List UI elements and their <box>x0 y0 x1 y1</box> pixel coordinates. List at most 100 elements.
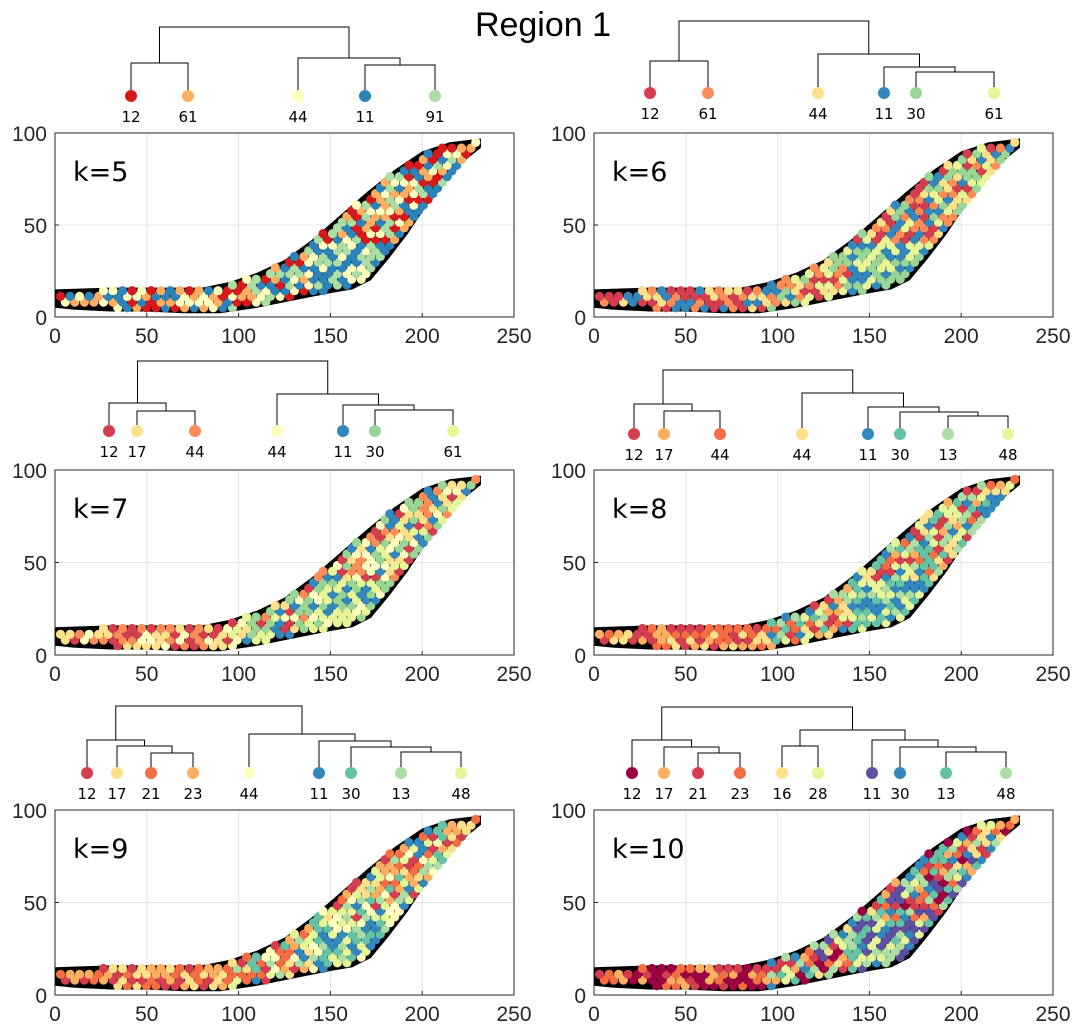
spot <box>438 481 447 490</box>
spot <box>147 624 156 633</box>
spot <box>252 613 261 622</box>
spot <box>128 286 137 295</box>
spot <box>595 970 604 979</box>
spot <box>752 624 761 633</box>
leaf-dot <box>189 425 201 437</box>
spot <box>614 630 623 639</box>
spot <box>290 930 299 939</box>
leaf-dot <box>125 90 137 102</box>
leaf-dot <box>692 767 704 779</box>
panel-label: k=9 <box>73 834 128 865</box>
spot <box>724 964 733 973</box>
leaf-label: 30 <box>365 443 384 461</box>
spot <box>1010 138 1019 147</box>
spot <box>595 292 604 301</box>
spot <box>447 821 456 830</box>
dendrogram-link <box>802 393 904 428</box>
y-tick-label: 0 <box>35 985 47 1008</box>
dendrogram: 12 61 44 11 91 <box>121 27 444 126</box>
leaf-label: 11 <box>874 105 893 123</box>
x-tick-label: 250 <box>496 325 531 348</box>
spot <box>638 624 647 633</box>
spot <box>705 964 714 973</box>
spot <box>242 953 251 962</box>
y-tick-label: 0 <box>574 985 586 1008</box>
spot <box>271 263 280 272</box>
spot <box>743 286 752 295</box>
spot <box>858 907 867 916</box>
y-tick-label: 100 <box>551 123 586 146</box>
leaf-label: 21 <box>688 785 707 803</box>
spot <box>404 838 413 847</box>
dendrogram-link <box>319 741 391 767</box>
leaf-label: 48 <box>998 446 1017 464</box>
x-tick-label: 100 <box>221 325 256 348</box>
leaf-label: 17 <box>107 785 126 803</box>
dendrogram-link <box>884 67 955 87</box>
spot <box>686 286 695 295</box>
leaf-dot <box>313 767 325 779</box>
spot <box>733 286 742 295</box>
leaf-label: 11 <box>862 785 881 803</box>
dendrogram-link <box>401 752 461 767</box>
x-tick-label: 200 <box>944 663 979 686</box>
spot <box>85 292 94 301</box>
x-tick-label: 100 <box>221 663 256 686</box>
leaf-dot <box>447 425 459 437</box>
y-tick-label: 50 <box>563 893 586 916</box>
spot <box>424 826 433 835</box>
x-tick-label: 200 <box>405 663 440 686</box>
leaf-label: 48 <box>996 785 1015 803</box>
leaf-label: 17 <box>127 443 146 461</box>
leaf-label: 13 <box>938 446 957 464</box>
spot <box>447 144 456 153</box>
panel-label: k=5 <box>73 157 128 188</box>
dendrogram: 12 17 44 44 11 30 61 <box>99 361 462 461</box>
leaf-dot <box>628 428 640 440</box>
spot <box>242 613 251 622</box>
x-tick-label: 250 <box>1035 663 1070 686</box>
dendrogram-link <box>948 416 1008 428</box>
spot <box>733 964 742 973</box>
dendrogram-link <box>662 707 853 740</box>
x-tick-label: 0 <box>49 325 61 348</box>
chart-panel: 0 50 100 150 200 250 0 50 100 k=5 12 61 44 11 91 <box>12 27 532 348</box>
spot <box>252 953 261 962</box>
leaf-dot <box>131 425 143 437</box>
leaf-dot <box>776 767 788 779</box>
spot <box>185 964 194 973</box>
x-tick-label: 0 <box>49 663 61 686</box>
leaf-dot <box>866 767 878 779</box>
leaf-label: 11 <box>333 443 352 461</box>
dendrogram-link <box>116 706 302 740</box>
dendrogram-link <box>343 405 414 425</box>
spot <box>791 275 800 284</box>
leaf-label: 23 <box>730 785 749 803</box>
leaf-label: 16 <box>772 785 791 803</box>
leaf-label: 13 <box>936 785 955 803</box>
spot <box>438 821 447 830</box>
x-tick-label: 0 <box>49 1003 61 1026</box>
x-tick-label: 50 <box>674 1003 697 1026</box>
leaf-dot <box>271 425 283 437</box>
spot <box>810 941 819 950</box>
x-tick-label: 50 <box>674 325 697 348</box>
panel-label: k=8 <box>612 494 667 525</box>
spot <box>118 964 127 973</box>
spot <box>457 144 466 153</box>
spot <box>676 964 685 973</box>
y-tick-label: 100 <box>12 123 47 146</box>
x-tick-label: 200 <box>405 1003 440 1026</box>
spot <box>605 630 614 639</box>
spot <box>75 970 84 979</box>
leaf-label: 30 <box>906 105 925 123</box>
spot <box>1010 475 1019 484</box>
dendrogram-link <box>117 746 172 767</box>
spot <box>290 252 299 261</box>
spot <box>147 964 156 973</box>
spot <box>385 172 394 181</box>
dendrogram-link <box>634 404 692 428</box>
y-tick-label: 50 <box>24 893 47 916</box>
dendrogram-link <box>351 747 431 767</box>
